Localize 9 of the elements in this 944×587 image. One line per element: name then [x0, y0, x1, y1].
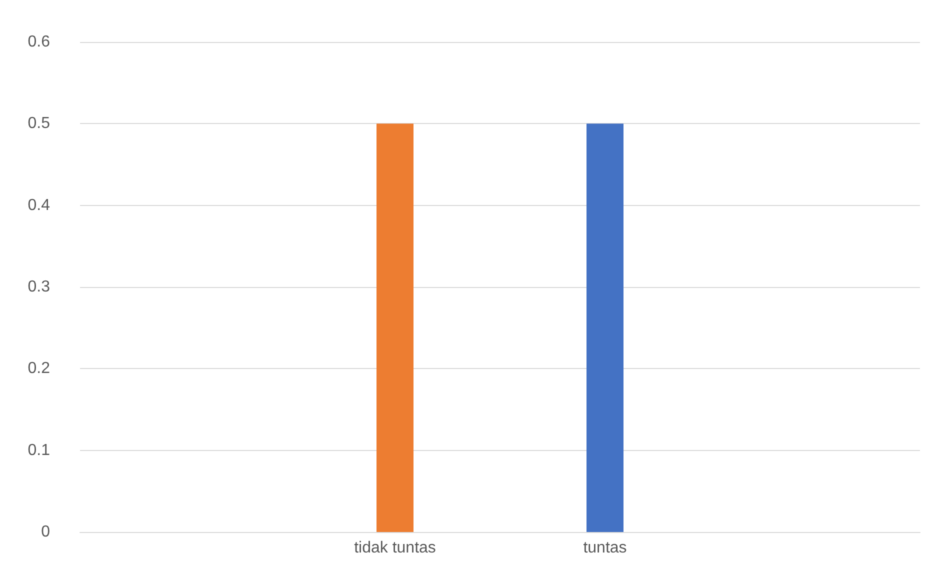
y-tick-label: 0.5 — [28, 115, 50, 132]
y-tick-label: 0.1 — [28, 442, 50, 459]
y-tick-label: 0.6 — [28, 34, 50, 50]
y-tick-label: 0 — [41, 524, 50, 540]
x-tick-label: tuntas — [583, 540, 627, 556]
y-tick-label: 0.2 — [28, 360, 50, 378]
y-tick-label: 0.3 — [28, 278, 50, 296]
x-tick-label: tidak tuntas — [354, 540, 436, 556]
y-tick-label: 0.4 — [28, 196, 50, 214]
